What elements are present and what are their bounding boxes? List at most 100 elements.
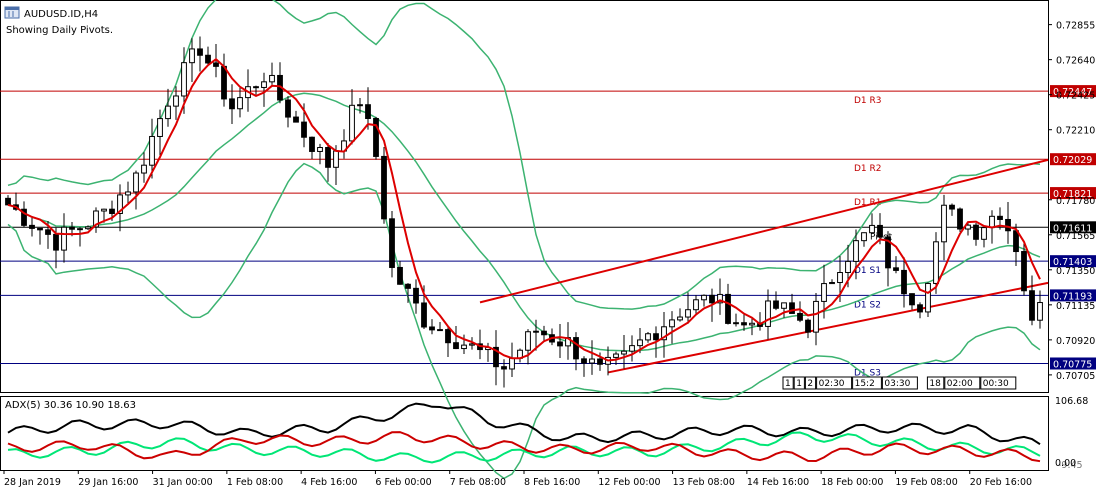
candle[interactable] <box>933 232 939 294</box>
candle[interactable] <box>813 292 819 346</box>
candle[interactable] <box>693 294 699 315</box>
candle[interactable] <box>21 201 27 228</box>
candle[interactable] <box>149 118 155 179</box>
candle[interactable] <box>501 359 507 388</box>
candle[interactable] <box>797 301 803 323</box>
candle[interactable] <box>541 325 547 342</box>
candle[interactable] <box>133 170 139 210</box>
candle[interactable] <box>917 302 923 319</box>
candle[interactable] <box>645 332 651 343</box>
candle[interactable] <box>437 321 443 332</box>
candle[interactable] <box>669 311 675 344</box>
candle[interactable] <box>829 279 835 285</box>
session-box[interactable]: 18 <box>926 376 945 390</box>
candle[interactable] <box>37 227 43 245</box>
candle[interactable] <box>869 213 875 234</box>
candle[interactable] <box>733 313 739 327</box>
candle[interactable] <box>269 62 275 85</box>
candle[interactable] <box>189 38 195 83</box>
indicator-plot-area[interactable] <box>0 396 1049 471</box>
candle[interactable] <box>125 181 131 204</box>
candle[interactable] <box>533 319 539 351</box>
candle[interactable] <box>781 302 787 318</box>
candle[interactable] <box>197 36 203 72</box>
candle[interactable] <box>397 261 403 285</box>
candle[interactable] <box>765 289 771 340</box>
candle[interactable] <box>325 142 331 182</box>
candle[interactable] <box>157 109 163 156</box>
candle[interactable] <box>365 87 371 130</box>
candle[interactable] <box>573 332 579 371</box>
candle[interactable] <box>117 184 123 232</box>
session-box[interactable]: 02:30 <box>816 376 853 390</box>
candle[interactable] <box>741 313 747 331</box>
candle[interactable] <box>445 327 451 357</box>
session-box[interactable]: 15:2 <box>852 376 882 390</box>
candle[interactable] <box>229 84 235 125</box>
candle[interactable] <box>1021 242 1027 296</box>
session-label-strip[interactable]: 1 1 2 02:30 15:2 03:30 18 02:00 00:30 <box>782 376 1017 390</box>
candle[interactable] <box>61 213 67 263</box>
candle[interactable] <box>525 329 531 365</box>
chart-window-icon[interactable] <box>4 6 20 19</box>
candle[interactable] <box>309 136 315 160</box>
candle[interactable] <box>925 282 931 317</box>
candle[interactable] <box>861 232 867 247</box>
session-box[interactable]: 1 <box>793 376 805 390</box>
candle[interactable] <box>557 323 563 358</box>
session-box[interactable]: 2 <box>804 376 817 390</box>
candle[interactable] <box>685 292 691 324</box>
candle[interactable] <box>261 72 267 107</box>
candle[interactable] <box>613 351 619 366</box>
candle[interactable] <box>1005 202 1011 244</box>
candle[interactable] <box>589 340 595 375</box>
candle[interactable] <box>357 97 363 114</box>
candle[interactable] <box>285 96 291 128</box>
candle[interactable] <box>677 308 683 322</box>
candle[interactable] <box>165 88 171 127</box>
candle[interactable] <box>1037 290 1043 329</box>
candle[interactable] <box>957 207 963 232</box>
candle[interactable] <box>373 116 379 160</box>
candle[interactable] <box>317 143 323 165</box>
candle[interactable] <box>629 335 635 362</box>
session-box[interactable]: 02:00 <box>944 376 981 390</box>
candle[interactable] <box>381 146 387 224</box>
session-box[interactable]: 1 <box>782 376 794 390</box>
candle[interactable] <box>493 330 499 386</box>
candle[interactable] <box>717 278 723 315</box>
session-box[interactable]: 03:30 <box>881 376 918 390</box>
main-plot-area[interactable] <box>0 0 1049 393</box>
candle[interactable] <box>1029 275 1035 326</box>
candle[interactable] <box>389 210 395 278</box>
candle[interactable] <box>773 291 779 311</box>
candle[interactable] <box>973 222 979 246</box>
candle[interactable] <box>805 318 811 339</box>
candle[interactable] <box>349 89 355 145</box>
candle[interactable] <box>141 152 147 183</box>
candle[interactable] <box>93 207 99 233</box>
candle[interactable] <box>293 110 299 123</box>
candle[interactable] <box>213 43 219 78</box>
candle[interactable] <box>941 194 947 261</box>
candle[interactable] <box>981 225 987 248</box>
candle[interactable] <box>581 356 587 377</box>
candle[interactable] <box>901 257 907 308</box>
candle[interactable] <box>909 293 915 310</box>
candle[interactable] <box>893 256 899 274</box>
candle[interactable] <box>5 195 11 206</box>
candle[interactable] <box>453 326 459 350</box>
candle[interactable] <box>461 334 467 355</box>
candle[interactable] <box>469 337 475 350</box>
candle[interactable] <box>29 216 35 237</box>
candle[interactable] <box>749 318 755 336</box>
candle[interactable] <box>405 283 411 303</box>
candle[interactable] <box>173 86 179 120</box>
candle[interactable] <box>413 279 419 314</box>
candle[interactable] <box>85 225 91 231</box>
candle[interactable] <box>429 319 435 335</box>
candle[interactable] <box>77 227 83 247</box>
candle[interactable] <box>661 312 667 358</box>
candle[interactable] <box>253 85 259 95</box>
